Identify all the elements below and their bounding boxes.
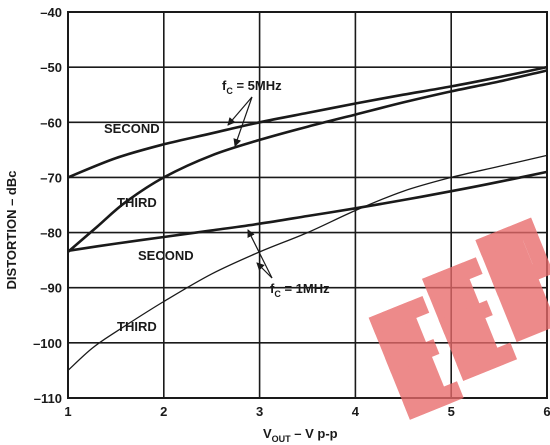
y-tick-labels: –40 –50 –60 –70 –80 –90 –100 –110 <box>33 5 62 406</box>
y-tick-label: –50 <box>40 60 62 75</box>
x-tick-labels: 1 2 3 4 5 6 <box>64 404 550 419</box>
x-tick-label: 4 <box>352 404 360 419</box>
y-axis-label: DISTORTION – dBc <box>4 171 19 290</box>
label-second-5mhz: SECOND <box>104 121 160 136</box>
x-axis-label-sub: OUT <box>272 434 292 444</box>
plot-frame <box>67 11 548 399</box>
fc-1mhz-rest: = 1MHz <box>281 281 330 296</box>
fc-5mhz-rest: = 5MHz <box>233 78 282 93</box>
x-axis-label-main: V <box>263 426 272 441</box>
y-tick-label: –70 <box>40 170 62 185</box>
x-axis-label-rest: – V p-p <box>291 426 338 441</box>
x-tick-label: 1 <box>64 404 71 419</box>
x-tick-label: 3 <box>256 404 263 419</box>
y-tick-label: –40 <box>40 5 62 20</box>
x-tick-label: 2 <box>160 404 167 419</box>
fc-5mhz-sub: C <box>226 86 233 96</box>
label-fc-1mhz: fC = 1MHz <box>270 281 330 299</box>
y-tick-label: –100 <box>33 336 62 351</box>
label-third-5mhz: THIRD <box>117 195 157 210</box>
fc-1mhz-sub: C <box>274 289 281 299</box>
series-lines <box>67 65 548 371</box>
y-tick-label: –80 <box>40 226 62 241</box>
y-tick-label: –60 <box>40 115 62 130</box>
fc-5mhz-main: f <box>222 78 227 93</box>
y-tick-label: –110 <box>34 391 62 406</box>
label-fc-5mhz: fC = 5MHz <box>222 78 282 96</box>
arrow-5mhz-second <box>227 96 253 126</box>
fc-1mhz-main: f <box>270 281 275 296</box>
label-second-1mhz: SECOND <box>138 248 194 263</box>
x-tick-label: 6 <box>543 404 550 419</box>
arrow-1mhz-second <box>247 229 273 279</box>
arrow-1mhz-third <box>256 262 273 279</box>
series-line-1 <box>67 65 548 179</box>
series-line-3 <box>67 170 548 253</box>
series-line-2 <box>67 69 548 253</box>
x-tick-label: 5 <box>448 404 455 419</box>
y-tick-label: –90 <box>40 281 62 296</box>
x-axis-label: VOUT – V p-p <box>263 426 338 444</box>
label-third-1mhz: THIRD <box>117 319 157 334</box>
arrow-5mhz-third <box>233 96 253 147</box>
watermark <box>368 217 550 420</box>
series-line-4 <box>67 154 548 371</box>
